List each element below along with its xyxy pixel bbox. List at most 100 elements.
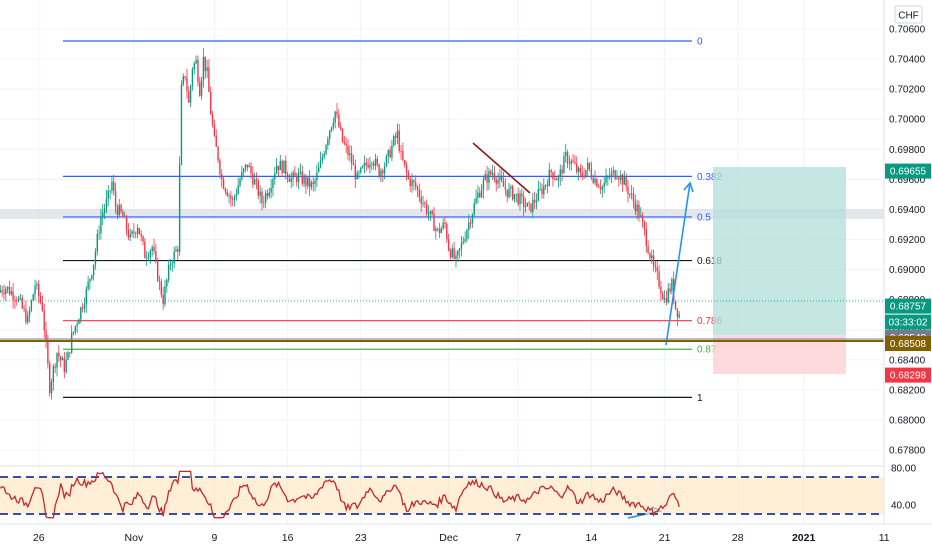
candle-body [491, 172, 494, 175]
time-tick-label: 16 [282, 532, 294, 544]
candle-body [380, 170, 382, 177]
price-tick-label: 0.70200 [889, 85, 926, 96]
candle-body [490, 171, 492, 175]
candle-body [124, 216, 126, 218]
candle-body [629, 193, 631, 195]
price-tag[interactable]: 0.68757 [885, 298, 931, 314]
candle-body [354, 165, 357, 180]
candle-body [502, 180, 505, 187]
projection-arrow[interactable] [665, 181, 694, 346]
currency-label[interactable]: CHF [894, 5, 923, 24]
candle-body [402, 150, 404, 161]
candle-body [665, 298, 668, 303]
fibonacci-retracement[interactable]: 0 0.382 0.5 0.618 0.786 0.87 1 [63, 37, 722, 404]
candle-body [8, 286, 11, 295]
candle-body [118, 205, 120, 216]
candle-body [652, 255, 655, 267]
candle-body [541, 188, 543, 195]
candle-body [592, 177, 594, 183]
price-tag[interactable]: 03:33:02 [885, 314, 931, 330]
price-tag[interactable]: 0.69655 [885, 163, 931, 179]
candle-body [640, 215, 642, 217]
candle-body [246, 164, 249, 168]
price-tick-label: 0.69000 [889, 265, 926, 276]
candle-body [286, 174, 289, 179]
candle-body [89, 278, 91, 282]
candle-body [131, 231, 133, 234]
candle-body [369, 164, 371, 168]
candle-body [312, 182, 314, 185]
candle-body [425, 204, 428, 214]
candle-body [360, 167, 362, 173]
candle-body [607, 176, 609, 178]
time-tick-label: 26 [33, 532, 45, 544]
candle-body [144, 241, 146, 259]
candle-body [193, 63, 195, 70]
candle-body [420, 197, 422, 204]
candle-body [39, 295, 42, 303]
price-axis-labels: 0.70600 0.70400 0.70200 0.70000 0.69800 0.696… [889, 25, 926, 457]
trendline[interactable] [472, 142, 531, 194]
price-tag[interactable]: 0.68508 [885, 336, 931, 352]
candle-body [316, 172, 318, 181]
candle-body [217, 146, 219, 161]
candle-body [301, 171, 303, 184]
candle-body [222, 178, 225, 189]
price-tag-text: 03:33:02 [889, 318, 928, 329]
candle-body [330, 127, 333, 131]
fib-level-label: 0.382 [697, 172, 722, 183]
candle-body [416, 186, 419, 190]
time-tick-label: 23 [355, 532, 367, 544]
candle-body [596, 179, 598, 187]
candle-body [475, 198, 477, 204]
candle-body [566, 151, 569, 164]
candle-body [32, 294, 34, 301]
candle-body [310, 182, 313, 188]
candle-body [72, 331, 75, 333]
candle-body [250, 165, 252, 174]
candle-body [162, 295, 164, 305]
candle-body [140, 234, 142, 237]
price-axis[interactable] [884, 0, 932, 524]
candle-body [440, 228, 443, 233]
candle-body [608, 176, 611, 178]
candle-body [319, 160, 322, 168]
candle-body [199, 82, 201, 96]
candle-body [189, 85, 192, 103]
rsi-line [0, 470, 680, 519]
candle-body [552, 172, 554, 180]
long-position-tool[interactable] [713, 167, 846, 374]
candle-body [645, 229, 647, 247]
candle-body [277, 165, 280, 171]
price-tag-text: 0.68757 [890, 302, 927, 313]
candle-body [630, 193, 633, 195]
candle-body [221, 174, 223, 179]
candle-body [67, 352, 69, 360]
price-tick-label: 0.68200 [889, 385, 926, 396]
candle-body [548, 170, 550, 186]
candle-body [91, 275, 93, 279]
candle-body [619, 174, 622, 180]
candle-body [253, 179, 256, 185]
candle-body [457, 250, 459, 256]
price-tick-label: 0.70000 [889, 115, 926, 126]
price-tag[interactable]: 0.68298 [885, 367, 931, 383]
candle-body [667, 288, 669, 303]
candle-body [376, 158, 378, 165]
rsi-pane[interactable] [0, 465, 884, 519]
candle-body [433, 214, 435, 232]
candle-body [27, 315, 29, 323]
candle-body [292, 172, 294, 179]
candle-body [275, 165, 278, 174]
candle-body [336, 111, 338, 115]
candle-body [601, 186, 604, 190]
candle-body [671, 278, 673, 292]
fib-level-label: 0 [697, 37, 703, 48]
candle-body [94, 251, 97, 265]
candle-body [272, 179, 274, 188]
candle-body [561, 169, 563, 174]
candle-body [30, 300, 33, 311]
candle-body [235, 193, 238, 197]
time-tick-label: 14 [586, 532, 598, 544]
